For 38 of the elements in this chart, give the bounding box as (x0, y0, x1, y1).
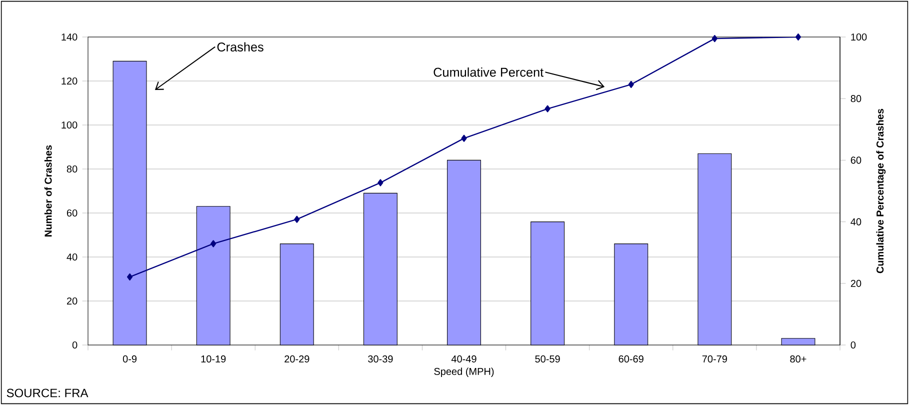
y2-axis-title: Cumulative Percentage of Crashes (876, 108, 886, 274)
point (628, 80, 634, 88)
point (294, 216, 300, 223)
x-tick-label: 10-19 (201, 355, 226, 362)
point (378, 179, 384, 186)
y-tick-label: 0 (72, 341, 78, 349)
y2-tick-label: 0 (850, 341, 856, 349)
x-tick-label: 60-69 (618, 355, 644, 362)
point (210, 240, 216, 248)
annotation: Cumulative Percent (434, 67, 544, 77)
y-tick-label: 40 (66, 253, 78, 261)
y2-tick-label: 40 (850, 218, 862, 226)
y2-tick-label: 100 (851, 33, 867, 41)
x-tick-label: 20-29 (284, 355, 310, 362)
y2-tick-label: 80 (850, 95, 862, 102)
point (712, 35, 718, 42)
point (461, 134, 467, 142)
x-tick-label: 50-59 (535, 355, 560, 362)
y-tick-label: 60 (66, 209, 78, 217)
y-tick-label: 100 (62, 121, 78, 129)
point (795, 33, 802, 41)
y-tick-label: 20 (66, 297, 78, 305)
x-tick-label: 30-39 (368, 355, 393, 362)
y-axis-title: Number of Crashes (44, 145, 52, 236)
x-tick-label: 70-79 (702, 355, 727, 362)
x-axis-title: Speed (MPH) (434, 368, 494, 377)
y-tick-label: 120 (62, 77, 78, 85)
annotation: Crashes (217, 42, 264, 52)
x-tick-label: 40-49 (451, 355, 476, 362)
x-tick-label: 0-9 (122, 355, 137, 362)
y2-tick-label: 60 (850, 156, 862, 164)
point (544, 105, 550, 112)
source-note: SOURCE: FRA (6, 388, 88, 398)
y2-tick-label: 20 (850, 280, 862, 287)
y-tick-label: 80 (66, 165, 78, 173)
y-tick-label: 140 (62, 33, 78, 41)
point (126, 273, 133, 280)
x-tick-label: 80+ (790, 355, 806, 362)
